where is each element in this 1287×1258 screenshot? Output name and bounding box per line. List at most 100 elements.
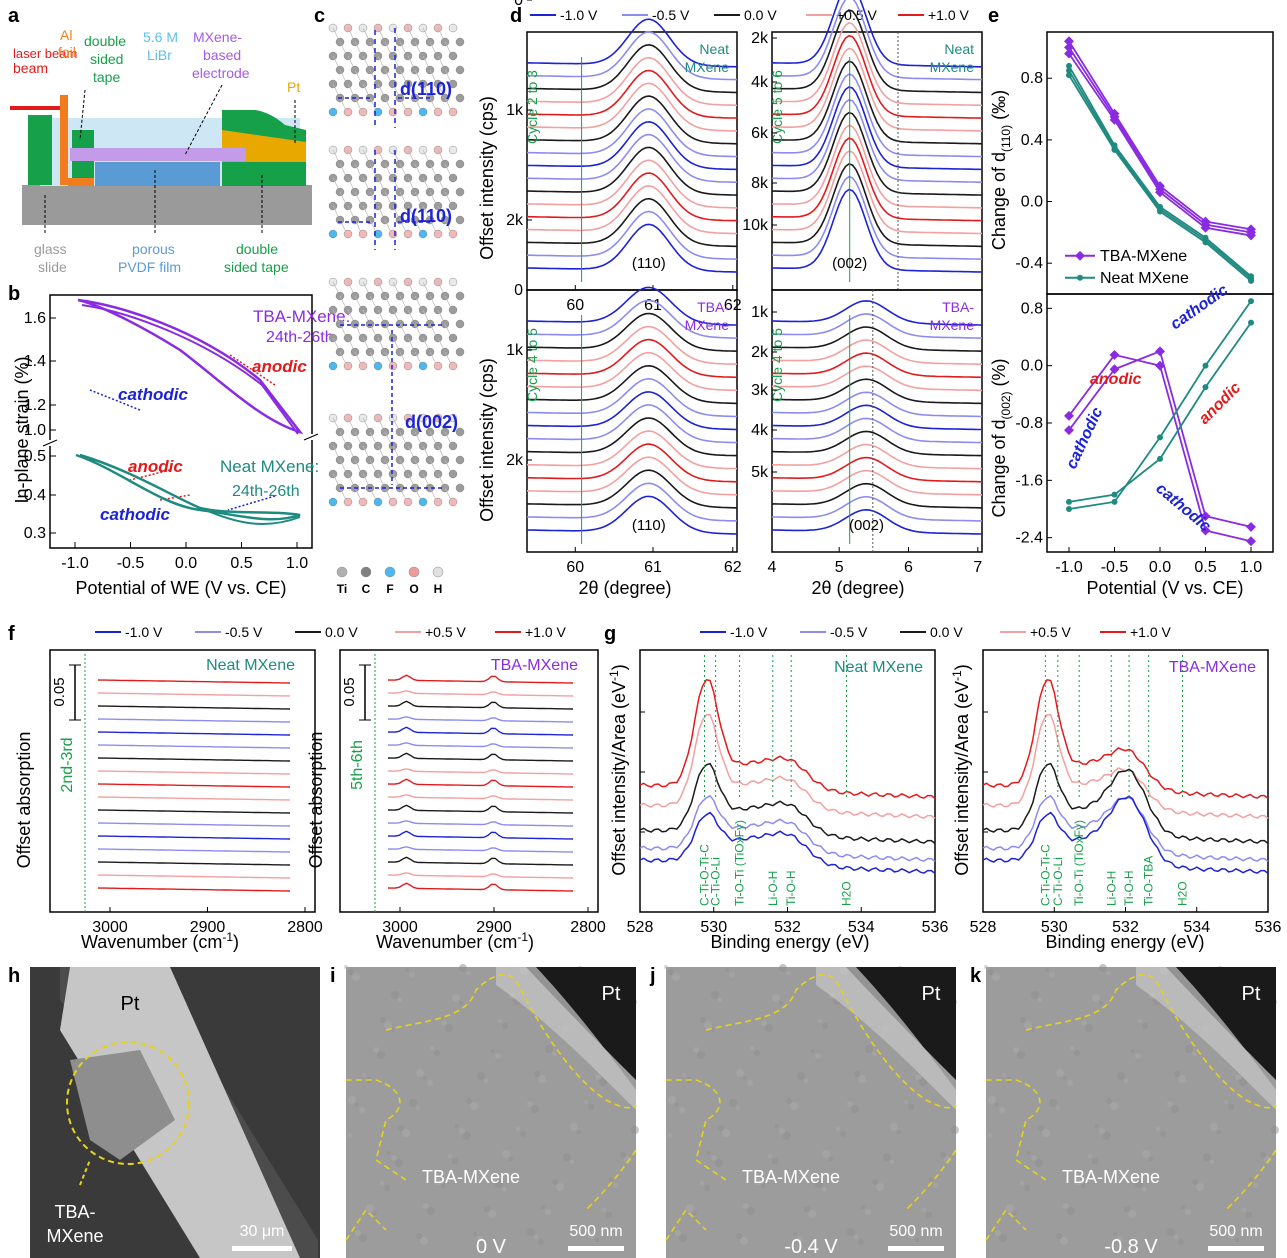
atom <box>433 361 443 371</box>
tem-texture <box>344 965 348 969</box>
tick-label: -1.0 <box>61 555 89 572</box>
atom <box>388 361 398 371</box>
neat-strain-curve <box>75 453 301 521</box>
tem-texture <box>1178 1239 1184 1245</box>
tem-texture <box>1235 1074 1241 1080</box>
tem-texture <box>588 1231 596 1239</box>
tem-texture <box>516 1127 520 1131</box>
panel-d-legend: -1.0 V -0.5 V 0.0 V +0.5 V +1.0 V <box>530 7 970 23</box>
tem-texture <box>488 1210 496 1218</box>
atom <box>373 107 383 117</box>
atom-label: O <box>409 582 418 596</box>
xrd-curve <box>527 159 738 209</box>
tem-texture <box>1138 1019 1142 1023</box>
ir-curve <box>97 757 291 762</box>
xrd-curve <box>772 482 983 509</box>
tick-label: 3k <box>751 382 769 399</box>
cycle-label: Cycle 2 to 3 <box>524 70 540 144</box>
xrd-curve <box>771 86 983 171</box>
tem-texture <box>427 1207 435 1215</box>
atom <box>418 107 428 117</box>
legend-label: +0.5 V <box>1030 624 1072 640</box>
svg-text:e: e <box>988 5 999 27</box>
tem-texture <box>858 1075 866 1083</box>
tick-label: 5k <box>751 464 769 481</box>
tem-texture <box>473 1232 477 1236</box>
tem-texture <box>797 1236 803 1242</box>
svg-text:PVDF film: PVDF film <box>118 259 181 275</box>
tem-texture <box>545 1045 553 1053</box>
tick-label: 2800 <box>287 919 323 936</box>
panel-b-frame <box>49 294 313 549</box>
ir-curve <box>387 830 574 840</box>
tick-label: 1.6 <box>24 310 46 327</box>
svg-text:d(002): d(002) <box>405 412 458 432</box>
tem-texture <box>754 1177 762 1185</box>
xrd-curve <box>526 82 737 132</box>
atom <box>373 229 383 239</box>
tem-texture <box>1081 1020 1087 1026</box>
tem-texture <box>434 1050 440 1056</box>
pt-label: Pt <box>922 983 941 1005</box>
svg-text:laser beam: laser beam <box>13 46 77 61</box>
tem-texture <box>872 1179 878 1185</box>
xrd-curve <box>526 299 738 339</box>
series-point <box>1246 536 1256 547</box>
ir-plot: 5th-6th TBA-MXene 0.05 3000 2900 2800 <box>339 649 606 936</box>
atom <box>448 201 458 211</box>
svg-text:Potential of WE (V vs. CE): Potential of WE (V vs. CE) <box>75 578 286 598</box>
tem-texture <box>509 1157 513 1161</box>
tick-label: 1k <box>751 304 769 321</box>
plot-title: Neat MXene <box>206 657 295 674</box>
atom-swatch <box>408 566 420 578</box>
xrd-curve <box>772 456 983 483</box>
tem-texture <box>416 1069 424 1077</box>
tem-texture <box>1099 964 1107 972</box>
atom <box>328 229 338 239</box>
tem-texture <box>926 1212 932 1218</box>
tem-texture <box>736 1233 742 1239</box>
tem-texture <box>606 1212 612 1218</box>
tem-texture <box>1113 1232 1117 1236</box>
xrd-curve <box>526 56 738 107</box>
tick-label: 2k <box>506 452 524 469</box>
xrd-curve <box>527 469 738 509</box>
tem-texture <box>675 1103 679 1107</box>
tem-texture <box>1027 1151 1031 1155</box>
xrd-curve <box>771 508 983 535</box>
tem-texture <box>779 964 787 972</box>
legend-label: -0.5 V <box>830 624 868 640</box>
ir-curve <box>387 690 574 697</box>
sample-label: TBA- <box>942 299 974 315</box>
tick-label: 3000 <box>382 919 418 936</box>
legend-marker <box>1077 274 1083 281</box>
tem-texture <box>1031 991 1039 999</box>
atom <box>448 305 458 315</box>
xps-curve <box>639 811 936 874</box>
atom <box>448 51 458 61</box>
scale-bar <box>888 1246 944 1251</box>
tem-texture <box>743 1203 749 1209</box>
svg-text:2θ (degree): 2θ (degree) <box>578 578 671 598</box>
series-point <box>1246 521 1256 532</box>
tick-label: 1k <box>506 342 524 359</box>
plot-frame <box>339 649 599 913</box>
axis-break <box>42 439 58 447</box>
series-point <box>1109 364 1120 375</box>
peak-label: H2O <box>840 881 854 906</box>
ir-plot: 2nd-3rd Neat MXene 0.05 3000 2900 2800 <box>49 649 323 936</box>
tem-texture <box>897 1130 901 1134</box>
ir-curve <box>97 835 291 840</box>
tem-texture <box>904 1100 908 1104</box>
peak-label: (002) <box>849 517 884 534</box>
tick-label: 5 <box>835 559 844 576</box>
voltage-label: 0 V <box>476 1236 507 1258</box>
xrd-curve <box>527 443 738 483</box>
tem-texture <box>1128 1210 1136 1218</box>
peak-label: Li-O-H <box>766 871 780 906</box>
svg-text:MXene-: MXene- <box>193 29 242 45</box>
series-point <box>1246 230 1256 241</box>
panel-letter-a: a <box>8 5 20 27</box>
svg-text:Offset intensity (cps): Offset intensity (cps) <box>477 358 497 522</box>
